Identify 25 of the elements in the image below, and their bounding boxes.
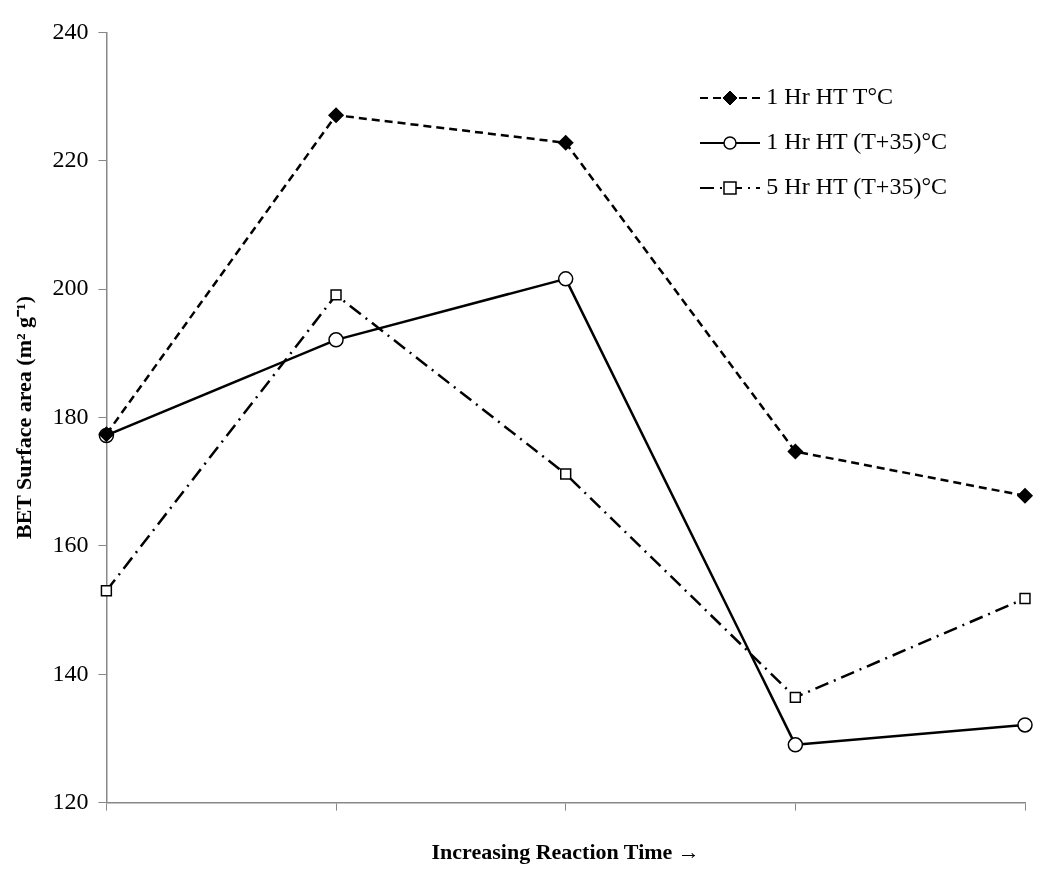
y-tick-label: 220	[52, 146, 89, 173]
x-axis-title: Increasing Reaction Time →	[431, 839, 700, 865]
y-tick-label: 140	[52, 659, 89, 686]
y-tick-label: 200	[52, 274, 89, 301]
point	[787, 443, 804, 460]
point	[328, 107, 344, 123]
point	[1017, 488, 1033, 504]
point	[560, 468, 572, 480]
point	[328, 332, 344, 348]
y-tick-label: 120	[52, 787, 89, 814]
point	[100, 585, 113, 597]
point	[330, 289, 342, 301]
y-tick-label: 240	[52, 17, 89, 44]
y-tick-label: 160	[52, 531, 89, 558]
point	[557, 271, 574, 287]
point	[1019, 592, 1031, 605]
point	[787, 737, 804, 753]
legend-label: 1 Hr HT T°C	[766, 83, 894, 109]
legend-label: 5 Hr HT (T+35)°C	[766, 173, 947, 199]
point	[789, 691, 802, 704]
y-axis-title: BET Surface area (m² g⁻¹)	[10, 295, 36, 540]
point	[557, 135, 574, 151]
point	[1017, 717, 1033, 733]
y-tick-label: 180	[52, 402, 89, 429]
legend-label: 1 Hr HT (T+35)°C	[766, 128, 947, 154]
